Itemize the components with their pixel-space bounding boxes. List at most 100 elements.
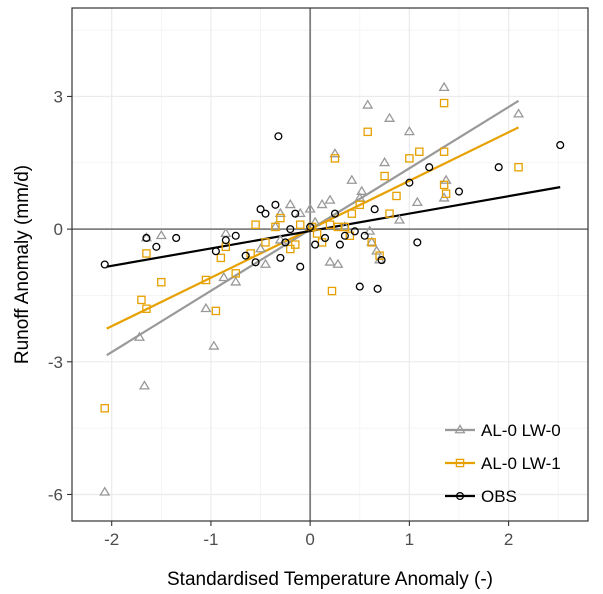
data-point-al-0-lw-0 [208,340,220,350]
data-point-al-0-lw-0 [379,156,391,167]
data-point-al-0-lw-1 [380,171,389,181]
data-point-obs [172,233,181,243]
data-point-al-0-lw-0 [324,194,336,204]
x-axis-title: Standardised Temperature Anomaly (-) [167,569,493,590]
legend-label-al-0-lw-0: AL-0 LW-0 [481,421,561,440]
y-tick-label: 0 [54,220,63,239]
data-point-al-0-lw-0 [99,486,111,496]
axis-ticks: -2 -1 0 1 2 -6 -3 0 3 [48,87,513,549]
data-point-al-0-lw-0 [364,225,376,235]
data-point-obs [142,233,151,243]
data-point-obs [276,253,285,262]
data-point-obs [261,209,270,218]
y-tick-label: 3 [54,87,63,106]
data-point-al-0-lw-0 [230,276,242,286]
data-point-obs [377,256,386,265]
data-point-al-0-lw-0 [512,108,525,118]
data-point-al-0-lw-1 [405,154,414,163]
data-point-obs [330,209,340,218]
data-point-obs [405,178,414,187]
data-point-obs [556,141,565,150]
data-point-al-0-lw-0 [274,234,286,244]
data-point-al-0-lw-1 [291,240,300,249]
data-point-al-0-lw-0 [284,198,296,209]
data-point-al-0-lw-0 [362,99,374,109]
data-point-al-0-lw-0 [356,185,368,195]
data-point-al-0-lw-1 [441,189,451,198]
data-point-obs [231,231,240,240]
data-point-al-0-lw-1 [261,238,270,247]
data-point-obs [291,209,300,218]
data-points [99,81,565,496]
data-point-al-0-lw-1 [345,231,355,241]
y-tick-label: -6 [48,485,63,504]
data-point-al-0-lw-1 [330,154,340,163]
data-point-al-0-lw-1 [211,306,221,316]
data-point-obs [241,251,250,260]
data-point-al-0-lw-1 [327,286,337,296]
data-point-al-0-lw-0 [438,81,450,92]
data-point-al-0-lw-1 [231,269,240,278]
data-point-al-0-lw-1 [142,304,151,313]
data-point-al-0-lw-1 [514,162,523,172]
x-tick-label: -1 [203,530,218,549]
data-point-al-0-lw-0 [274,207,286,218]
data-point-al-0-lw-1 [325,220,335,229]
data-point-al-0-lw-0 [339,221,351,231]
data-point-al-0-lw-1 [439,147,449,156]
data-point-al-0-lw-1 [216,253,226,263]
data-point-al-0-lw-0 [254,243,267,253]
data-point-al-0-lw-0 [440,174,452,184]
data-point-obs [370,205,379,214]
y-axis-title: Runoff Anomaly (mm/d) [12,165,33,364]
data-point-obs [100,260,109,269]
data-point-al-0-lw-1 [347,209,357,218]
data-point-al-0-lw-0 [138,380,150,390]
fit-line-al-0-lw-1 [106,126,520,330]
data-point-al-0-lw-0 [366,236,378,246]
legend-key-marker-al-0-lw-0 [454,424,466,434]
data-point-al-0-lw-1 [246,249,255,258]
data-point-obs [306,222,315,231]
reference-lines [72,8,588,521]
data-point-al-0-lw-0 [324,256,336,266]
data-point-al-0-lw-1 [375,251,384,260]
data-point-al-0-lw-1 [251,220,260,229]
data-point-obs [454,187,464,196]
data-point-obs [251,258,260,267]
legend-label-al-0-lw-1: AL-0 LW-1 [481,454,561,473]
y-tick-label: -3 [48,353,63,372]
data-point-al-0-lw-1 [363,127,372,137]
data-point-obs [311,240,320,249]
data-point-obs [350,227,359,236]
data-point-obs [340,231,349,240]
data-point-obs [320,233,330,243]
data-point-al-0-lw-0 [329,148,341,158]
data-point-obs [360,231,369,240]
data-point-obs [355,282,364,291]
data-point-al-0-lw-1 [100,403,109,413]
data-point-al-0-lw-1 [392,191,401,201]
data-point-al-0-lw-1 [137,295,146,305]
data-point-al-0-lw-0 [200,302,212,313]
data-point-obs [296,262,305,271]
data-point-al-0-lw-0 [346,174,358,184]
data-point-obs [256,205,265,214]
data-point-al-0-lw-1 [340,222,350,232]
data-point-al-0-lw-0 [304,203,316,213]
data-point-obs [413,238,422,247]
data-point-al-0-lw-0 [220,227,232,237]
legend-key-marker-al-0-lw-1 [455,458,465,468]
legend: AL-0 LW-0 AL-0 LW-1 OBS [445,421,561,506]
data-point-al-0-lw-0 [133,331,146,341]
data-point-al-0-lw-1 [355,200,365,210]
data-point-al-0-lw-0 [393,214,406,224]
x-tick-label: -2 [104,530,119,549]
data-point-obs [152,242,161,251]
data-point-al-0-lw-1 [367,238,376,247]
legend-key-marker-obs [455,491,465,501]
data-point-al-0-lw-1 [439,180,449,190]
data-point-al-0-lw-0 [155,229,167,240]
data-point-al-0-lw-1 [415,147,424,156]
